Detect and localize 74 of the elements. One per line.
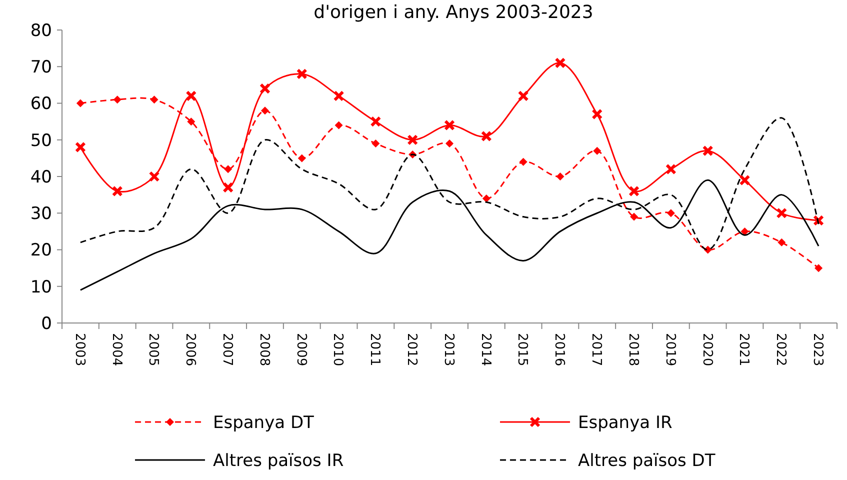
y-tick-label: 80 — [30, 20, 52, 41]
point — [556, 172, 564, 180]
x-tick-label: 2013 — [440, 333, 456, 366]
x-tick-label: 2006 — [182, 333, 198, 366]
y-tick-label: 40 — [30, 167, 52, 188]
y-tick-label: 10 — [30, 277, 52, 298]
point — [150, 96, 158, 104]
point — [222, 182, 234, 193]
point — [407, 134, 418, 146]
point — [334, 121, 343, 130]
x-tick-label: 2019 — [662, 333, 678, 366]
legend-label: Espanya DT — [213, 412, 315, 433]
y-tick-label: 60 — [30, 94, 52, 114]
y-tick-label: 20 — [30, 240, 52, 261]
x-tick-label: 2004 — [108, 333, 124, 366]
point — [740, 227, 749, 236]
point — [482, 194, 490, 202]
point — [666, 209, 675, 218]
point — [74, 142, 86, 153]
point — [370, 116, 382, 128]
x-tick-label: 2012 — [404, 333, 420, 366]
point — [372, 140, 380, 148]
legend-label: Espanya IR — [578, 412, 672, 433]
point — [259, 83, 270, 94]
x-tick-label: 2014 — [478, 333, 493, 366]
x-tick-label: 2007 — [220, 333, 235, 366]
x-tick-label: 2021 — [736, 333, 752, 366]
point — [480, 130, 492, 142]
y-tick-label: 30 — [30, 204, 52, 224]
point — [702, 145, 714, 156]
point — [148, 171, 160, 182]
x-tick-label: 2016 — [552, 333, 567, 366]
y-tick-label: 50 — [30, 130, 52, 151]
point — [739, 174, 750, 186]
point — [296, 68, 308, 80]
x-tick-label: 2010 — [330, 333, 346, 366]
legend-label: Altres països IR — [213, 450, 344, 471]
point — [665, 164, 676, 175]
point — [113, 96, 122, 104]
point — [814, 264, 823, 272]
point — [519, 158, 528, 166]
x-tick-label: 2020 — [699, 333, 714, 366]
point — [187, 118, 196, 126]
x-tick-label: 2003 — [72, 333, 87, 366]
y-tick-label: 70 — [30, 58, 52, 78]
x-tick-label: 2009 — [293, 333, 308, 366]
point — [112, 186, 123, 197]
y-tick-label: 0 — [41, 314, 52, 334]
point — [593, 146, 602, 155]
point — [333, 90, 344, 102]
point — [444, 120, 455, 131]
point — [260, 106, 269, 115]
x-tick-label: 2005 — [146, 333, 161, 366]
x-tick-label: 2011 — [367, 333, 382, 366]
x-tick-label: 2018 — [625, 333, 640, 366]
x-tick-label: 2008 — [256, 333, 272, 366]
point — [186, 90, 197, 102]
point — [554, 57, 566, 68]
point — [778, 238, 786, 246]
legend-label: Altres països DT — [578, 450, 716, 471]
point — [518, 90, 529, 102]
x-tick-label: 2015 — [514, 333, 530, 366]
point — [76, 99, 84, 108]
point — [630, 212, 638, 221]
point — [776, 208, 788, 219]
point — [628, 186, 640, 197]
point — [298, 154, 306, 162]
point — [224, 165, 232, 174]
point — [446, 140, 454, 148]
x-tick-label: 2023 — [810, 333, 825, 366]
point — [592, 108, 603, 120]
chart-title: d'origen i any. Anys 2003-2023 — [314, 2, 594, 23]
x-tick-label: 2022 — [773, 333, 788, 366]
x-tick-label: 2017 — [588, 333, 604, 366]
